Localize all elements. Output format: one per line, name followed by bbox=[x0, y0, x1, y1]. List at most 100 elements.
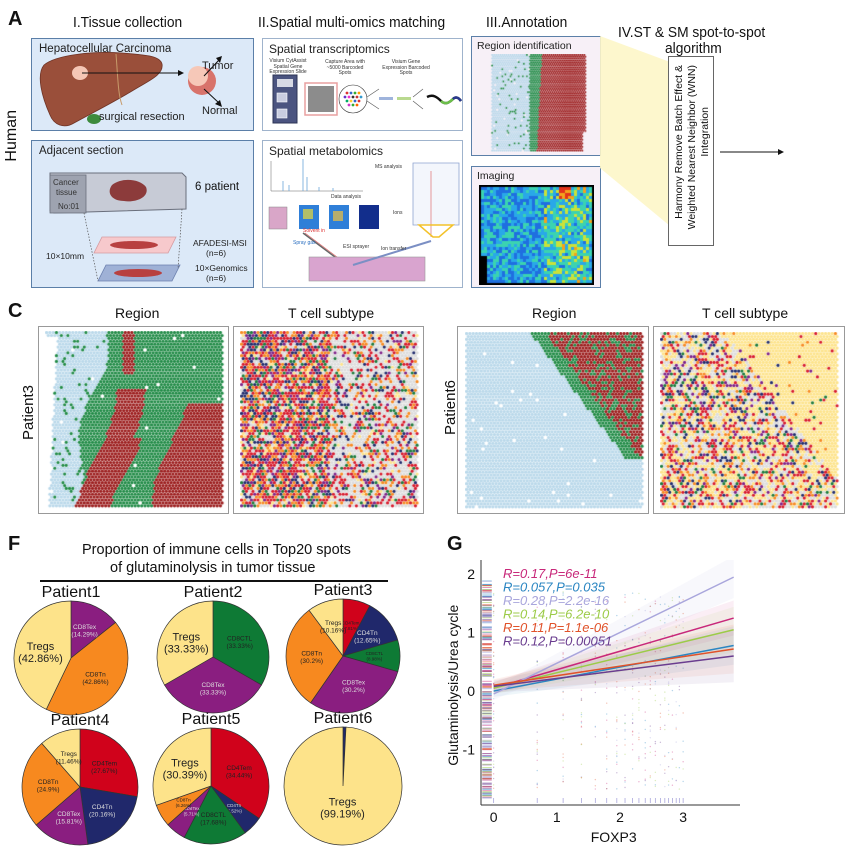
tumor-arrow bbox=[203, 59, 220, 77]
p6-region-frame bbox=[457, 326, 649, 514]
correlation-label: R=0.11,P=1.1e-06 bbox=[503, 620, 609, 635]
y-tick-label: -1 bbox=[463, 741, 476, 757]
gallbladder bbox=[87, 114, 101, 124]
sm-note-ions: Ions bbox=[393, 210, 403, 216]
pie-slice-label: CD8Tex bbox=[342, 680, 366, 687]
pie-slice-cd8ctl bbox=[183, 785, 246, 845]
liver-groove bbox=[115, 53, 123, 106]
adjacent-label: Adjacent section bbox=[39, 145, 124, 157]
pie-slice-label: Tregs bbox=[329, 797, 357, 809]
pie-title: Patient2 bbox=[184, 584, 243, 601]
ion-image-3 bbox=[359, 205, 379, 229]
projection-wedge bbox=[600, 36, 670, 226]
st-box: Spatial transcriptomics Visium CytAssist… bbox=[262, 38, 463, 131]
sm-note-transfer: Ion transfer bbox=[381, 246, 407, 252]
slide-text-2: tissue bbox=[56, 188, 77, 197]
pie-slice-label: CD8Tn bbox=[85, 672, 106, 679]
sm-note-solvent: Solvent in bbox=[303, 228, 325, 234]
normal-arrow bbox=[203, 88, 220, 104]
pie-slice-percent: (42.86%) bbox=[18, 653, 63, 665]
pie-slice-cd8tex bbox=[35, 786, 89, 846]
slide-text-1: Cancer bbox=[53, 178, 79, 187]
tissue-on-slide bbox=[109, 179, 147, 202]
normal-label: Normal bbox=[202, 105, 238, 117]
panel-g-letter: G bbox=[447, 533, 463, 555]
fiducial-frame bbox=[304, 82, 338, 116]
algorithm-text-2: Weighted Nearest Neighbor (WNN) bbox=[686, 65, 698, 230]
y-axis-label: Glutaminolysis/Urea cycle bbox=[445, 604, 461, 765]
pie-slice-label: Tregs bbox=[172, 632, 200, 644]
spot-magnifier bbox=[338, 84, 368, 114]
pie-slice-cd4tn bbox=[79, 786, 138, 845]
pie-slice-cd8ctl bbox=[212, 600, 270, 686]
pie-slice-label: Tregs bbox=[61, 751, 78, 758]
x-tick-label: 3 bbox=[679, 809, 687, 825]
pie-slice-tregs bbox=[152, 727, 212, 806]
pie-slice-tregs bbox=[156, 600, 214, 686]
he-slice bbox=[268, 206, 288, 230]
correlation-label: R=0.17,P=6e-11 bbox=[503, 566, 597, 581]
fit-line bbox=[493, 644, 734, 692]
pie-title: Patient6 bbox=[314, 710, 373, 727]
pie-slice-percent: (30.2%) bbox=[342, 687, 365, 694]
correlation-label: R=0.057,P=0.035 bbox=[503, 580, 606, 595]
algorithm-box: Harmony Remove Batch Effect & Weighted N… bbox=[668, 56, 714, 246]
pie-slice-percent: (7.81%) bbox=[343, 626, 359, 631]
x-tick-label: 1 bbox=[553, 809, 561, 825]
pie-slice-label: CD8Tex bbox=[201, 682, 225, 689]
sm-note-esi: ESI sprayer bbox=[343, 244, 370, 250]
pie-slice-percent: (14.29%) bbox=[71, 631, 97, 638]
p6-region-title: Region bbox=[532, 305, 577, 321]
fit-line bbox=[493, 655, 734, 688]
pie-slice-label: Tregs bbox=[27, 641, 55, 653]
pie-slice-label: CD8Tn bbox=[176, 797, 191, 802]
region-identification-label: Region identification bbox=[477, 40, 572, 52]
mass-spectrum bbox=[270, 159, 363, 192]
confidence-band bbox=[493, 606, 734, 694]
pie-slice-percent: (5.52%) bbox=[226, 809, 242, 814]
imaging-box: Imaging bbox=[471, 166, 601, 288]
genomics-n: (n=6) bbox=[206, 273, 227, 283]
pie-slice-tregs bbox=[13, 600, 72, 710]
pie-title: Patient3 bbox=[314, 582, 373, 599]
pie-slice-label: CD8Tn bbox=[301, 651, 322, 658]
algorithm-text-1: Harmony Remove Batch Effect & bbox=[673, 65, 685, 219]
fit-line bbox=[493, 617, 734, 689]
p6-subtype-map bbox=[660, 332, 840, 510]
annotation-title: III.Annotation bbox=[486, 14, 568, 31]
pie-slice-tregs bbox=[308, 598, 344, 658]
st-caption-2: Capture Area with ~5000 Barcoded Spots bbox=[325, 59, 365, 76]
pie-slice-label: CD8Tex bbox=[73, 624, 97, 631]
pie-slice-cd8tn bbox=[21, 742, 81, 826]
genomics-tissue bbox=[114, 269, 162, 277]
confidence-band bbox=[493, 624, 734, 692]
f-title-2: of glutaminolysis in tumor tissue bbox=[110, 560, 316, 576]
msi-label: AFADESI-MSI bbox=[193, 238, 247, 248]
pie-slice-percent: (99.19%) bbox=[320, 809, 365, 821]
p3-region-title: Region bbox=[115, 305, 160, 321]
pie-slice-percent: (33.33%) bbox=[164, 644, 209, 656]
pie-slice-label: Tregs bbox=[171, 758, 199, 770]
pie-title: Patient1 bbox=[42, 584, 101, 601]
pie-slice-percent: (33.33%) bbox=[226, 643, 252, 650]
st-caption-1: Visium CytAssist Spatial Gene Expression… bbox=[269, 58, 307, 75]
output-arrow bbox=[720, 149, 784, 155]
imaging-heatmap bbox=[479, 185, 594, 285]
pie-slice-label: CD8CTL bbox=[366, 651, 384, 656]
liver-shape bbox=[39, 52, 163, 127]
slide-label-area bbox=[49, 174, 87, 214]
pie-patient6: Patient6 Tregs(99.19%) bbox=[283, 710, 403, 846]
slide-illustration bbox=[49, 172, 187, 282]
pie-slice-label: CD4Tn bbox=[357, 630, 378, 637]
p6-subtype-title: T cell subtype bbox=[702, 305, 789, 321]
y-tick-label: 1 bbox=[467, 625, 475, 641]
pie-slice-cd8tex bbox=[310, 655, 399, 714]
pie-slice-percent: (30.39%) bbox=[163, 770, 208, 782]
sm-note-ms: MS analysis bbox=[375, 164, 402, 170]
algorithm-title-2: algorithm bbox=[665, 40, 722, 57]
panel-c-letter: C bbox=[8, 300, 23, 322]
p6-subtype-frame bbox=[653, 326, 845, 514]
tissue-collection-title: I.Tissue collection bbox=[73, 14, 183, 31]
st-label: Spatial transcriptomics bbox=[269, 42, 390, 56]
pie-slice-label: CD8Tex bbox=[57, 811, 81, 818]
